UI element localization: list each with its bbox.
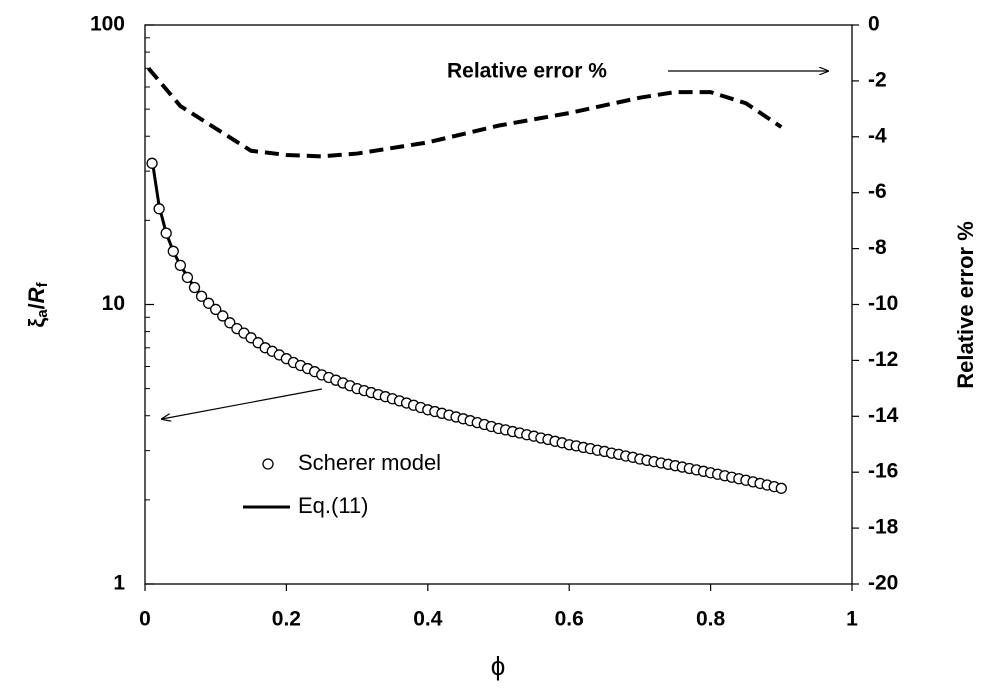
marker: [174, 259, 187, 272]
annotation-arrow: [162, 388, 323, 419]
y2-tick-label: -12: [868, 348, 898, 371]
marker: [210, 303, 222, 316]
y-label-part: /: [24, 303, 49, 309]
y2-tick-label: -10: [868, 292, 898, 315]
marker: [181, 271, 194, 284]
legend-marker: [262, 458, 274, 470]
marker: [167, 245, 179, 257]
marker: [217, 310, 229, 322]
marker: [195, 290, 208, 302]
marker: [202, 297, 215, 309]
plot-frame: [144, 24, 853, 585]
line: [150, 159, 782, 490]
y2-tick-label: -14: [868, 404, 899, 427]
y-label-part: a: [34, 309, 51, 318]
marker: [153, 203, 165, 215]
y-tick-label: 10: [102, 292, 125, 315]
x-tick-label: 0: [139, 608, 151, 631]
y2-tick-label: 0: [868, 13, 880, 36]
y2-tick-label: -2: [868, 68, 887, 91]
annotation: Relative error %: [447, 60, 607, 83]
x-axis-label: ϕ: [491, 651, 506, 681]
x-tick-label: 0.8: [696, 608, 726, 631]
marker: [160, 227, 172, 239]
legend-label: Eq.(11): [298, 493, 369, 518]
y-label-part: R: [24, 287, 49, 303]
y-label-part: ξ: [24, 318, 49, 328]
y-label-part: f: [34, 281, 51, 287]
x-tick-label: 0.2: [272, 608, 301, 631]
y-tick-label: 1: [113, 572, 125, 595]
y2-tick-label: -16: [868, 460, 898, 483]
legend-label: Scherer model: [298, 450, 441, 475]
y2-tick-label: -4: [868, 124, 887, 147]
marker: [188, 281, 201, 294]
y2-tick-label: -8: [868, 236, 887, 259]
marker: [146, 157, 158, 169]
y2-tick-label: -20: [868, 572, 898, 595]
marker: [775, 482, 787, 494]
x-tick-label: 0.6: [555, 608, 584, 631]
x-tick-label: 1: [846, 608, 858, 631]
y2-tick-label: -18: [868, 516, 899, 539]
y-axis-label: ξa/Rf: [24, 281, 51, 327]
y-tick-label: 100: [90, 13, 125, 36]
dashed-line: [147, 67, 783, 159]
y2-axis-label: Relative error %: [953, 221, 978, 389]
y2-tick-label: -6: [868, 180, 887, 203]
x-tick-label: 0.4: [413, 608, 443, 631]
